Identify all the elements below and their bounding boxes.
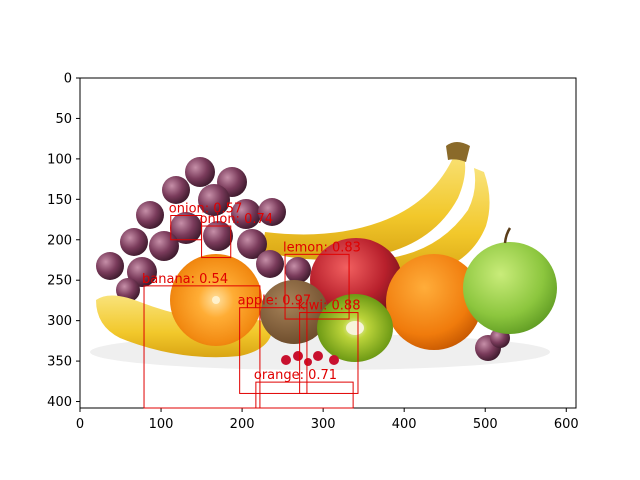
detection-label: onion: 0.74 — [200, 212, 273, 227]
detection-label: orange: 0.71 — [254, 368, 337, 383]
detection-label: kiwi: 0.88 — [298, 299, 361, 314]
x-axis: 0 100 200 300 400 500 600 — [76, 408, 579, 432]
detection-label: apple: 0.97 — [238, 294, 312, 309]
y-tick-label: 100 — [47, 152, 72, 167]
y-axis: 0 50 100 150 200 250 300 350 400 — [47, 72, 80, 410]
y-tick-label: 0 — [64, 72, 72, 87]
detection-box — [201, 225, 232, 259]
detection-box — [255, 381, 354, 409]
detection-label: banana: 0.54 — [142, 272, 228, 287]
y-tick-label: 200 — [47, 233, 72, 248]
x-tick-label: 0 — [76, 417, 84, 432]
detection-label: onion: 0.57 — [169, 202, 242, 217]
detection-box — [239, 307, 308, 394]
y-tick-label: 150 — [47, 193, 72, 208]
y-tick-label: 350 — [47, 355, 72, 370]
detection-box — [284, 253, 350, 320]
y-tick-label: 250 — [47, 274, 72, 289]
x-tick-label: 600 — [554, 417, 579, 432]
x-tick-label: 400 — [392, 417, 417, 432]
x-tick-label: 300 — [311, 417, 336, 432]
y-tick-label: 50 — [55, 112, 72, 127]
x-tick-label: 200 — [230, 417, 255, 432]
y-tick-label: 400 — [47, 395, 72, 410]
x-tick-label: 100 — [149, 417, 174, 432]
x-tick-label: 500 — [473, 417, 498, 432]
detection-label: lemon: 0.83 — [283, 240, 361, 255]
y-tick-label: 300 — [47, 314, 72, 329]
detection-box — [299, 312, 359, 394]
detection-box — [143, 285, 261, 409]
fruit-photo — [80, 78, 576, 408]
